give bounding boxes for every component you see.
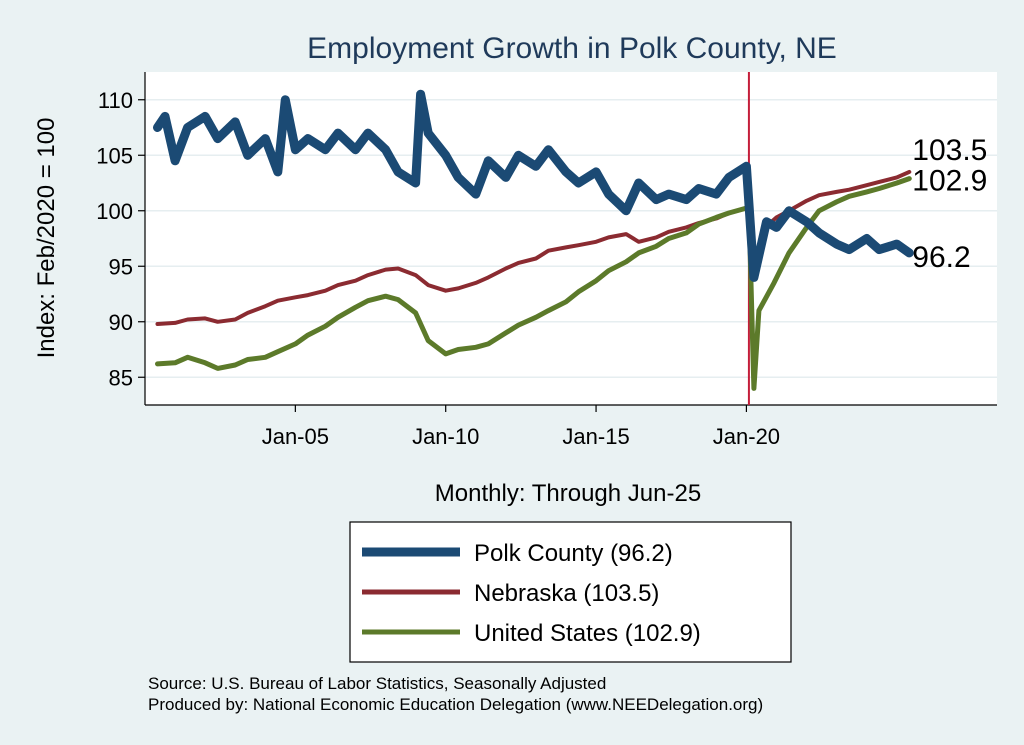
x-tick-label-1: Jan-10 (412, 424, 479, 449)
series-line-2 (155, 176, 912, 391)
end-label-2: 102.9 (912, 165, 987, 198)
y-tick-label-2: 95 (109, 254, 133, 279)
legend-label-0: Polk County (96.2) (474, 540, 673, 567)
legend: Polk County (96.2) Nebraska (103.5) United… (362, 540, 701, 647)
end-label-0: 96.2 (912, 241, 970, 274)
y-tick-label-4: 105 (96, 143, 133, 168)
x-tick-label-0: Jan-05 (262, 424, 329, 449)
y-axis-ticks: 85 90 95 100 105 110 (96, 88, 145, 390)
y-tick-label-5: 110 (98, 88, 133, 113)
y-tick-label-0: 85 (109, 365, 133, 390)
chart-title: Employment Growth in Polk County, NE (307, 32, 837, 65)
end-label-1: 103.5 (912, 134, 987, 167)
x-axis-ticks: Jan-05 Jan-10 Jan-15 Jan-20 (262, 405, 780, 449)
producer-note: Produced by: National Economic Education… (148, 695, 763, 714)
x-axis-title: Monthly: Through Jun-25 (435, 480, 701, 507)
y-axis-title: Index: Feb/2020 = 100 (33, 118, 60, 359)
source-note: Source: U.S. Bureau of Labor Statistics,… (148, 674, 606, 693)
series-line-0 (153, 89, 914, 282)
legend-label-2: United States (102.9) (474, 620, 701, 647)
grid-lines (145, 99, 997, 378)
x-tick-label-3: Jan-20 (713, 424, 780, 449)
y-tick-label-1: 90 (109, 310, 133, 335)
y-tick-label-3: 100 (96, 199, 133, 224)
series-lines (153, 89, 914, 391)
legend-label-1: Nebraska (103.5) (474, 580, 659, 607)
x-tick-label-2: Jan-15 (562, 424, 629, 449)
